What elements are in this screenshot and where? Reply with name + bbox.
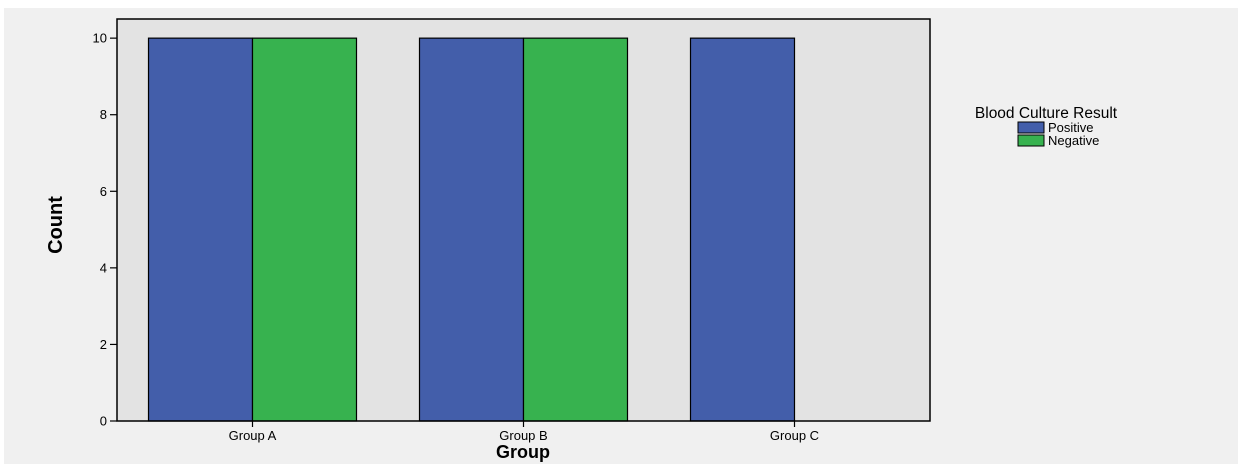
x-axis: Group A Group B Group C: [229, 421, 819, 443]
y-tick-label: 6: [100, 184, 107, 199]
y-tick-label: 0: [100, 414, 107, 429]
bar-positive-group-b: [418, 37, 525, 422]
x-tick-label: Group B: [499, 428, 547, 443]
bar-positive-group-c: [689, 37, 796, 422]
legend-swatch-positive: [1017, 121, 1045, 134]
plot-frame: [116, 18, 931, 422]
y-tick-label: 2: [100, 337, 107, 352]
bars-layer: [147, 37, 796, 422]
x-axis-title: Group: [496, 442, 550, 462]
legend-label-negative: Negative: [1048, 133, 1099, 148]
y-tick-label: 10: [93, 31, 107, 46]
y-axis-title: Count: [45, 196, 67, 254]
x-tick-label: Group A: [229, 428, 277, 443]
y-tick-label: 4: [100, 260, 107, 275]
bar-negative-group-b: [522, 37, 629, 422]
bar-positive-group-a: [147, 37, 254, 422]
y-axis: 0 2 4 6 8 10: [93, 31, 117, 429]
legend-title: Blood Culture Result: [975, 105, 1118, 122]
x-tick-label: Group C: [770, 428, 819, 443]
y-tick-label: 8: [100, 107, 107, 122]
legend-swatch-negative: [1017, 134, 1045, 147]
bar-negative-group-a: [251, 37, 358, 422]
legend-label-positive: Positive: [1048, 120, 1094, 135]
